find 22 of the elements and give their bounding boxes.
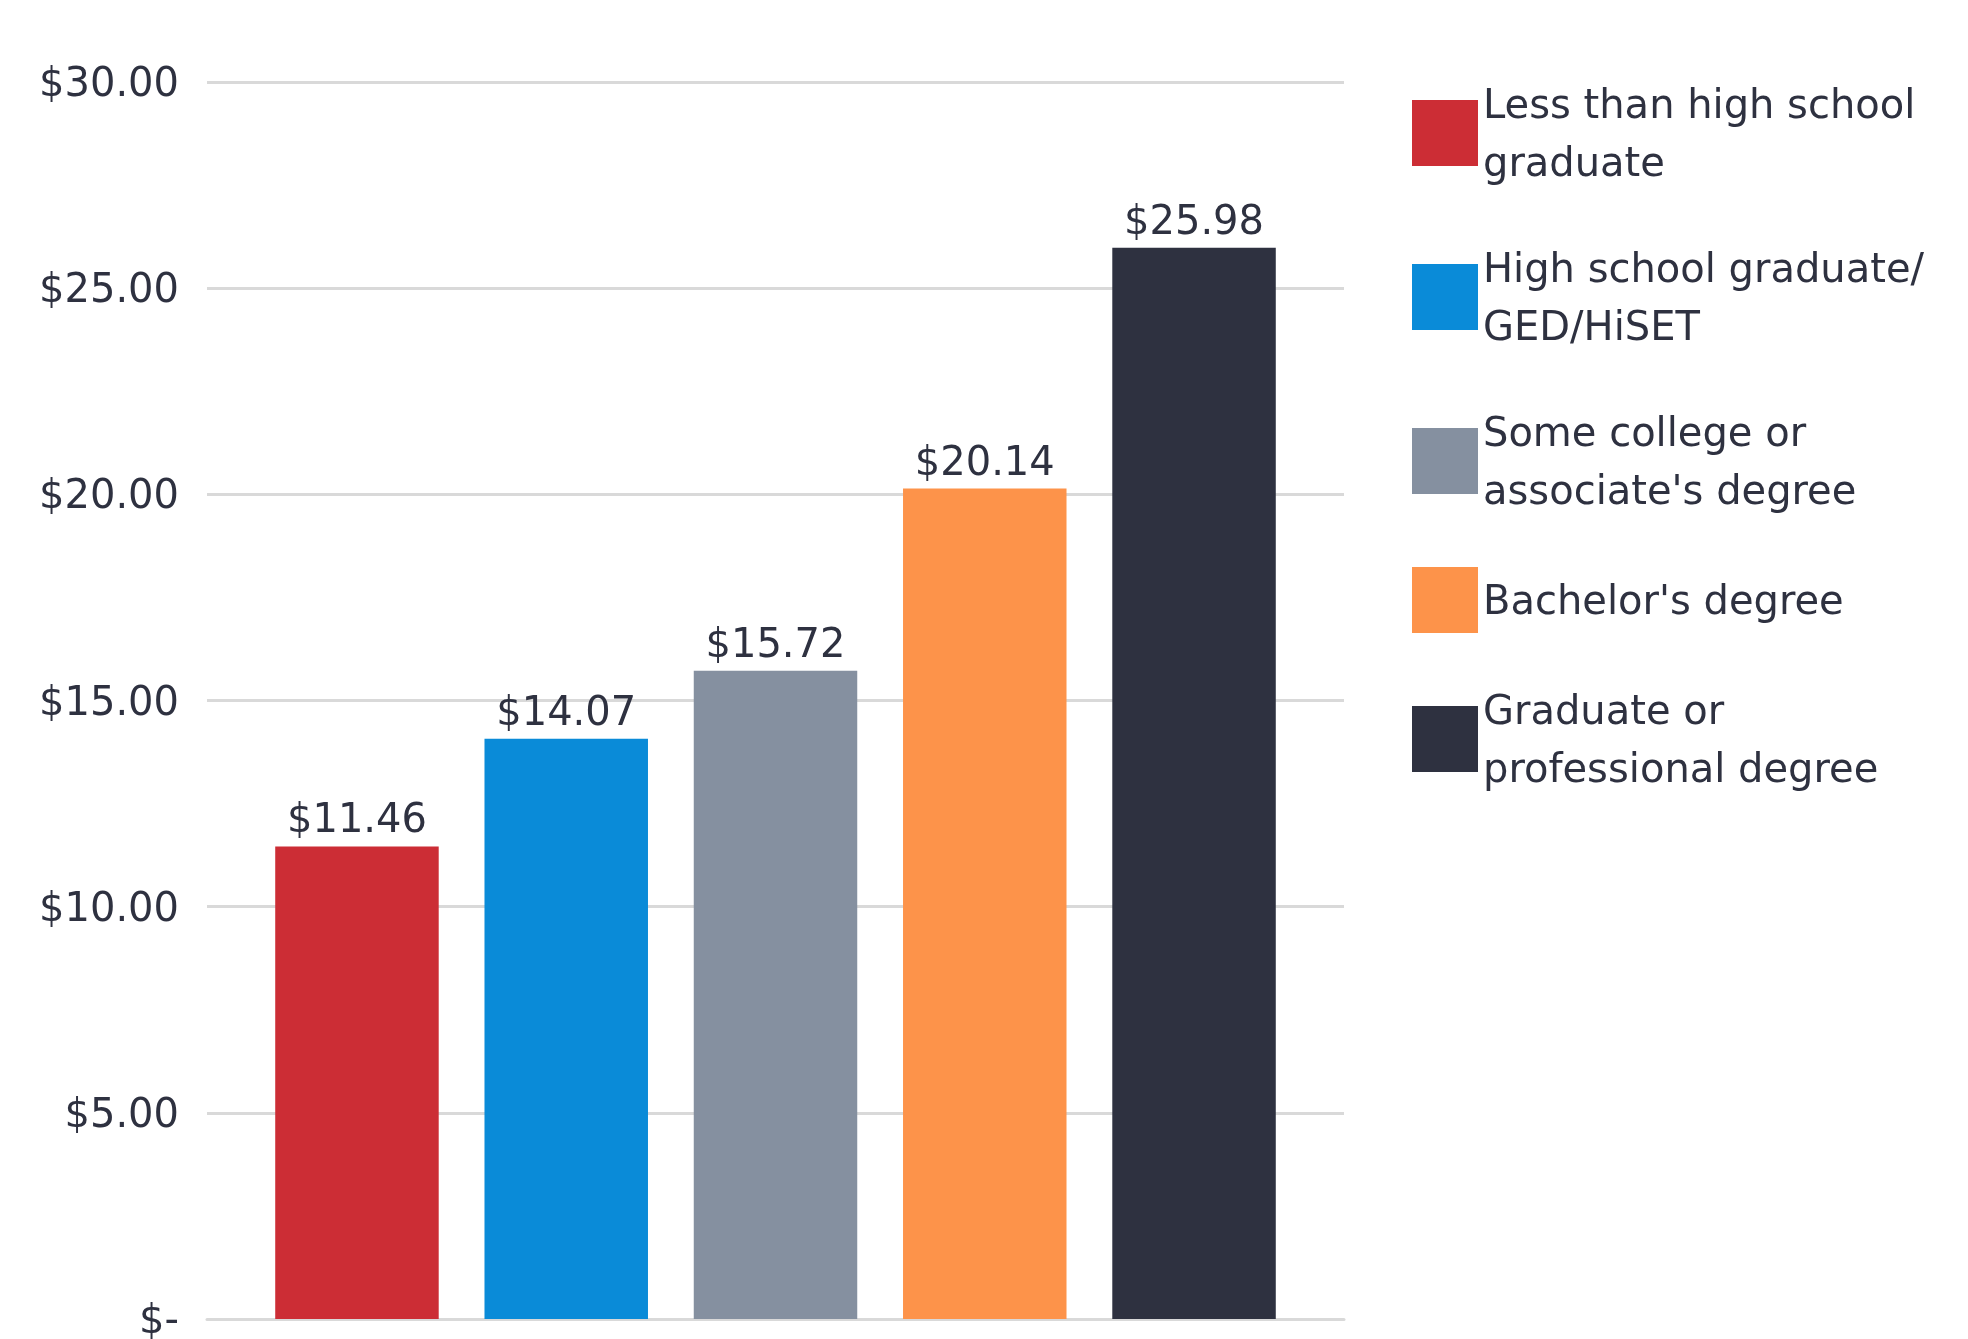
y-tick-label: $20.00 <box>39 471 179 518</box>
bar <box>484 738 648 1319</box>
data-label: $15.72 <box>705 619 846 666</box>
y-tick-label: $- <box>139 1296 179 1339</box>
data-label: $20.14 <box>914 437 1055 484</box>
legend-label: Less than high school graduate <box>1483 81 1929 185</box>
bar <box>693 670 858 1319</box>
legend-label: Bachelor's degree <box>1483 577 1844 623</box>
data-label: $11.46 <box>286 795 427 842</box>
legend-label: High school graduate/GED/HiSET <box>1483 245 1925 349</box>
y-tick-label: $10.00 <box>39 883 179 930</box>
y-tick-label: $25.00 <box>39 265 179 312</box>
y-tick-label: $5.00 <box>64 1089 179 1136</box>
data-label: $14.07 <box>496 687 637 734</box>
y-tick-label: $15.00 <box>39 677 179 724</box>
bar <box>275 846 439 1319</box>
bar <box>1112 247 1276 1319</box>
legend-label: Some college or associate's degree <box>1483 409 1857 513</box>
y-tick-label: $30.00 <box>39 59 179 105</box>
legend-label: Graduate or professional degree <box>1483 687 1879 791</box>
data-label: $25.98 <box>1124 196 1265 243</box>
bar <box>903 488 1067 1319</box>
